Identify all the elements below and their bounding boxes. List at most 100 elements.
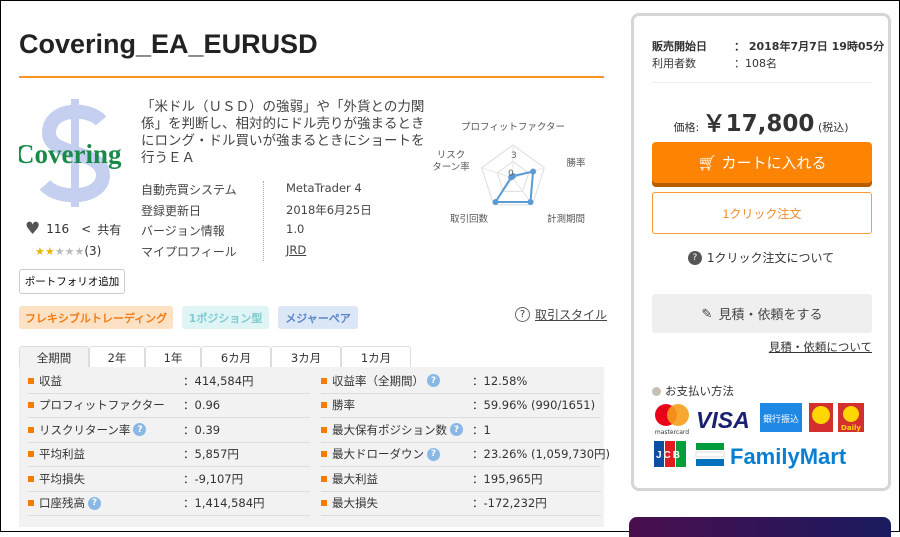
rating-count: (3) xyxy=(84,244,102,258)
stat-label: 勝率 xyxy=(332,398,355,413)
bullet-icon xyxy=(28,475,34,482)
stat-value: ：5,857円 xyxy=(183,447,239,462)
bullet-icon xyxy=(652,386,661,396)
stat-label: 収益率（全期間） xyxy=(332,373,424,388)
price-value: ￥17,800 xyxy=(702,111,815,137)
product-description: 「米ドル（ＵＳＤ）の強弱」や「外貨との力関係」を判断し、相対的にドル売りが強まる… xyxy=(141,99,425,166)
radar-point xyxy=(492,199,499,206)
stat-label: 最大保有ポジション数 xyxy=(332,422,447,437)
stat-value: ：23.26% (1,059,730円) xyxy=(472,447,611,462)
stat-value: ：1 xyxy=(472,422,491,437)
familymart-logo: FamilyMart xyxy=(695,443,847,469)
star-rating-icon: ★★★★★ xyxy=(35,245,85,258)
info-value: 2018年6月25日 xyxy=(286,203,372,217)
request-quote-button[interactable]: ✎ 見積・依頼をする xyxy=(652,294,872,333)
stat-value: ：1,414,584円 xyxy=(183,496,265,511)
stat-row: 最大利益 ：195,965円 xyxy=(321,467,601,492)
radar-axis-label: プロフィットファクター xyxy=(461,122,565,133)
stat-value: ：195,965円 xyxy=(472,471,543,486)
tab-period[interactable]: 2年 xyxy=(89,346,145,368)
trade-style-link[interactable]: 取引スタイル xyxy=(535,308,608,322)
stat-row: 口座残高? ：1,414,584円 xyxy=(28,492,310,516)
bullet-icon xyxy=(28,451,34,458)
one-click-order-button[interactable]: 1クリック注文 xyxy=(652,192,872,234)
tag-label: フレキシブルトレーディング xyxy=(24,311,168,325)
heart-icon[interactable]: ♥ xyxy=(25,219,41,239)
stat-value: ：12.58% xyxy=(472,373,528,388)
svg-text:Daily: Daily xyxy=(841,424,861,432)
tag-major-pair[interactable]: メジャーペア xyxy=(278,306,358,329)
stat-value: ：59.96% (990/1651) xyxy=(472,398,596,413)
add-portfolio-button[interactable]: ポートフォリオ追加 xyxy=(19,269,125,294)
rating[interactable]: ★★★★★(3) xyxy=(35,244,101,258)
payment-heading: お支払い方法 xyxy=(665,384,734,398)
stat-label: リスクリターン率 xyxy=(39,422,131,437)
tag-one-position[interactable]: 1ポジション型 xyxy=(182,306,269,329)
daily-logo: Daily xyxy=(809,403,864,432)
share-icon[interactable]: < xyxy=(81,222,92,236)
info-label: バージョン情報 xyxy=(141,224,225,238)
stat-row: 最大損失 ：-172,232円 xyxy=(321,492,601,516)
radar-point xyxy=(530,168,537,175)
help-icon[interactable]: ? xyxy=(88,496,101,510)
tab-period[interactable]: 1年 xyxy=(145,346,201,368)
radar-axis-label: ターン率 xyxy=(432,161,470,173)
stat-label: 最大損失 xyxy=(332,496,378,511)
stat-label: 平均利益 xyxy=(39,447,85,462)
stat-value: ：414,584円 xyxy=(183,373,254,388)
info-value: MetaTrader 4 xyxy=(286,181,362,195)
bank-transfer-logo: 銀行振込 xyxy=(760,403,802,432)
sale-date-value: ： 2018年7月7日 19時05分 xyxy=(734,40,885,53)
bullet-icon xyxy=(321,475,327,482)
tag-label: 1ポジション型 xyxy=(188,311,263,325)
stat-value: ：0.39 xyxy=(183,422,221,437)
radar-axis-label: 勝率 xyxy=(566,157,586,169)
help-icon[interactable]: ? xyxy=(427,447,440,461)
tab-period[interactable]: 1カ月 xyxy=(341,346,411,368)
stats-panel: 収益 ：414,584円 プロフィットファクター ：0.96 リスクリターン率? ：0.3… xyxy=(19,367,610,527)
radar-axis-label: 計測期間 xyxy=(547,213,585,225)
stat-row: プロフィットファクター ：0.96 xyxy=(28,394,310,418)
radar-axis xyxy=(481,167,514,179)
help-icon[interactable]: ? xyxy=(450,423,463,437)
help-icon[interactable]: ? xyxy=(515,307,530,322)
stat-value: ：-9,107円 xyxy=(183,471,244,486)
radar-axis-label: 取引回数 xyxy=(450,213,489,225)
radar-tick: 0 xyxy=(508,169,514,179)
about-one-click-link[interactable]: 1クリック注文について xyxy=(706,251,835,265)
tab-period[interactable]: 3カ月 xyxy=(271,346,341,368)
bullet-icon xyxy=(28,377,34,384)
add-to-cart-button[interactable]: 🛒︎ カートに入れる xyxy=(652,142,872,183)
info-label: マイプロフィール xyxy=(141,245,237,259)
bullet-icon xyxy=(321,377,327,384)
bullet-icon xyxy=(28,500,34,507)
price-label: 価格: xyxy=(673,121,700,134)
stat-row: 最大保有ポジション数? ：1 xyxy=(321,418,601,443)
about-quote-link[interactable]: 見積・依頼について xyxy=(768,340,872,354)
promo-banner[interactable] xyxy=(629,517,891,537)
radar-grid xyxy=(496,160,530,192)
help-icon[interactable]: ? xyxy=(427,374,440,388)
users-label: 利用者数 xyxy=(652,57,696,70)
jcb-logo: JCB xyxy=(654,441,686,467)
radar-axis-label: リスク xyxy=(437,150,466,161)
stat-row: 収益率（全期間）? ：12.58% xyxy=(321,369,601,394)
bullet-icon xyxy=(28,402,34,409)
stat-value: ：-172,232円 xyxy=(472,496,547,511)
tag-flexible[interactable]: フレキシブルトレーディング xyxy=(19,306,173,329)
logo-text: Covering xyxy=(19,139,122,169)
stat-row: 平均損失 ：-9,107円 xyxy=(28,467,310,492)
share-button[interactable]: 共有 xyxy=(97,222,122,237)
stat-label: 平均損失 xyxy=(39,471,85,486)
profile-link[interactable]: JRD xyxy=(286,243,307,257)
pen-icon: ✎ xyxy=(701,305,713,321)
stat-row: 最大ドローダウン? ：23.26% (1,059,730円) xyxy=(321,443,610,467)
svg-text:mastercard: mastercard xyxy=(655,429,689,436)
help-icon[interactable]: ? xyxy=(133,423,147,437)
radar-grid xyxy=(481,144,545,206)
stat-label: 最大ドローダウン xyxy=(332,447,424,462)
tab-period[interactable]: 全期間 xyxy=(19,346,89,368)
tab-period[interactable]: 6カ月 xyxy=(201,346,271,368)
radar-tick: 3 xyxy=(511,151,517,161)
